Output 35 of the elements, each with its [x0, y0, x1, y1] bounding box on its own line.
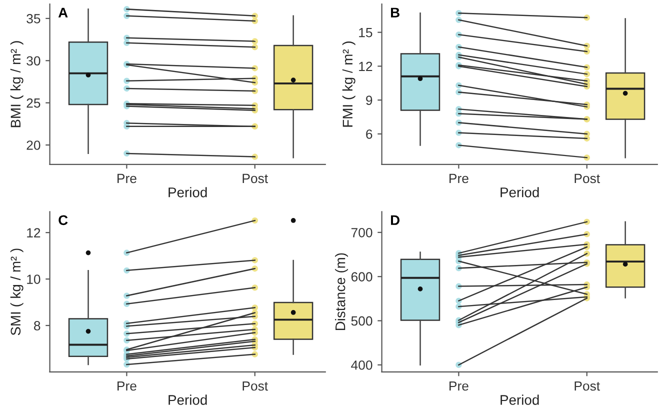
y-axis-title: Distance (m)	[335, 253, 348, 330]
x-axis-title: Period	[168, 187, 207, 198]
x-tick-label: Pre	[118, 381, 136, 391]
y-tick-label: 600	[351, 272, 372, 282]
y-tick-label: 20	[26, 140, 40, 150]
x-axis-title: Period	[168, 394, 207, 405]
y-tick-label: 10	[27, 274, 40, 284]
y-axis-title: BMI ( kg / m² )	[10, 41, 24, 128]
x-tick-label: Post	[242, 174, 268, 184]
x-tick-label: Pre	[450, 174, 468, 184]
y-tick-label: 8	[34, 321, 40, 330]
y-tick-label: 15	[359, 28, 372, 38]
chart-title: C	[58, 215, 68, 226]
y-tick-label: 9	[366, 96, 372, 105]
x-axis-title: Period	[500, 394, 539, 405]
x-tick-label: Post	[574, 174, 600, 184]
y-tick-label: 30	[26, 56, 40, 66]
y-tick-label: 500	[351, 316, 372, 326]
y-tick-label: 400	[351, 360, 372, 370]
y-tick-label: 25	[26, 98, 40, 108]
x-axis-title: Period	[500, 187, 539, 198]
chart-title: A	[58, 8, 68, 18]
y-tick-label: 35	[26, 14, 40, 24]
y-tick-label: 12	[359, 62, 372, 71]
x-tick-label: Pre	[450, 381, 468, 391]
x-tick-label: Pre	[118, 174, 136, 184]
y-axis-title: FMI ( kg / m² )	[342, 42, 356, 127]
x-tick-label: Post	[242, 381, 268, 391]
y-axis-title: SMI ( kg / m² )	[10, 248, 24, 336]
y-tick-label: 12	[27, 228, 40, 238]
chart-title: B	[390, 8, 400, 18]
chart-title: D	[390, 215, 400, 225]
y-tick-label: 700	[351, 228, 372, 238]
x-tick-label: Post	[574, 381, 600, 391]
y-tick-label: 6	[366, 129, 372, 139]
